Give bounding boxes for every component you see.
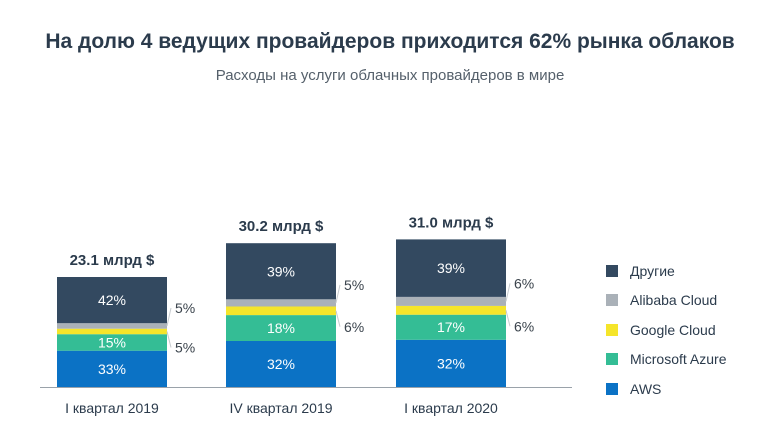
legend-label: Microsoft Azure xyxy=(630,351,727,368)
legend-swatch xyxy=(606,323,618,336)
legend-label: Alibaba Cloud xyxy=(630,292,718,309)
segment-value-label: 32% xyxy=(267,356,295,372)
segment-value-label: 39% xyxy=(267,263,295,279)
bar-segment-другие xyxy=(226,243,336,300)
bar-segment-google-cloud xyxy=(57,328,167,335)
segment-value-label: 5% xyxy=(344,277,364,293)
segment-value-label: 15% xyxy=(98,335,126,351)
label-leader-line xyxy=(335,284,341,304)
bar-segment-alibaba-cloud xyxy=(396,297,506,306)
legend-swatch xyxy=(606,264,618,277)
label-leader-line xyxy=(166,307,172,327)
chart-title: На долю 4 ведущих провайдеров приходится… xyxy=(45,30,735,53)
legend-label: Другие xyxy=(630,262,675,279)
legend-item: AWS xyxy=(606,374,726,404)
bar-total-label: 30.2 млрд $ xyxy=(239,218,324,235)
category-label: I квартал 2019 xyxy=(65,400,159,416)
legend-item: Google Cloud xyxy=(606,315,726,345)
bar-total-label: 31.0 млрд $ xyxy=(409,214,494,231)
bar-segment-другие xyxy=(396,239,506,297)
bar-segment-google-cloud xyxy=(226,306,336,316)
label-leader-line xyxy=(166,331,172,348)
category-label: I квартал 2020 xyxy=(404,400,498,416)
segment-value-label: 5% xyxy=(175,340,195,356)
segment-value-label: 5% xyxy=(175,300,195,316)
bar-segment-microsoft-azure xyxy=(396,314,506,340)
category-label: IV квартал 2019 xyxy=(229,400,332,416)
bar-segment-aws xyxy=(226,341,336,387)
bar-segment-aws xyxy=(57,350,167,387)
bar-segment-microsoft-azure xyxy=(57,334,167,351)
legend-label: AWS xyxy=(630,380,662,397)
segment-value-label: 17% xyxy=(437,319,465,335)
label-leader-line xyxy=(335,310,341,327)
bar-segment-microsoft-azure xyxy=(226,315,336,341)
legend-item: Другие xyxy=(606,256,726,286)
segment-value-label: 39% xyxy=(437,260,465,276)
segment-value-label: 6% xyxy=(344,319,364,335)
chart-legend: Другие Alibaba Cloud Google Cloud Microsoft… xyxy=(606,256,726,404)
segment-value-label: 18% xyxy=(267,320,295,336)
bar-segment-alibaba-cloud xyxy=(226,299,336,307)
legend-item: Alibaba Cloud xyxy=(606,286,726,316)
segment-value-label: 33% xyxy=(98,361,126,377)
legend-label: Google Cloud xyxy=(630,321,716,338)
segment-value-label: 6% xyxy=(514,275,534,291)
label-leader-line xyxy=(505,283,511,302)
segment-value-label: 42% xyxy=(98,292,126,308)
bar-segment-aws xyxy=(396,339,506,387)
segment-value-label: 6% xyxy=(514,318,534,334)
legend-swatch xyxy=(606,382,618,395)
chart-subtitle: Расходы на услуги облачных провайдеров в… xyxy=(215,67,565,84)
bar-total-label: 23.1 млрд $ xyxy=(70,252,155,269)
bar-segment-alibaba-cloud xyxy=(57,323,167,329)
segment-value-label: 32% xyxy=(437,355,465,371)
legend-swatch xyxy=(606,294,618,307)
label-leader-line xyxy=(505,310,511,327)
bar-segment-другие xyxy=(57,277,167,324)
legend-item: Microsoft Azure xyxy=(606,345,726,375)
legend-swatch xyxy=(606,353,618,366)
bar-segment-google-cloud xyxy=(396,305,506,315)
